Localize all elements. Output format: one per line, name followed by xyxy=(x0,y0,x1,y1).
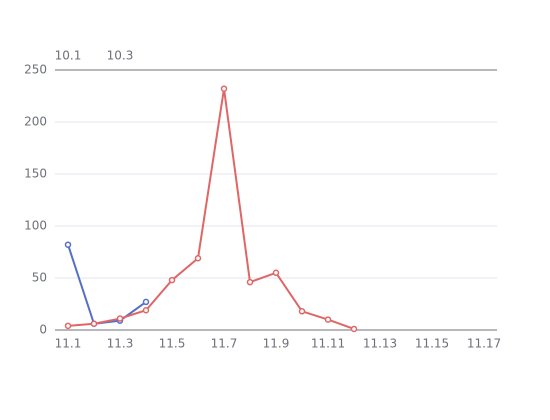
y-tick-label: 0 xyxy=(39,323,47,337)
y-tick-label: 200 xyxy=(24,115,47,129)
data-point xyxy=(324,316,332,323)
y-tick-label: 250 xyxy=(24,63,47,77)
data-point xyxy=(64,322,72,330)
y-tick-label: 50 xyxy=(32,271,47,285)
data-point xyxy=(194,254,202,262)
data-point xyxy=(168,276,176,284)
top-tick-label: 10.1 xyxy=(55,49,82,63)
y-tick-label: 100 xyxy=(24,219,47,233)
y-tick-label: 150 xyxy=(24,167,47,181)
data-point xyxy=(90,320,98,328)
data-point xyxy=(220,85,228,92)
x-tick-label: 11.1 xyxy=(55,337,82,351)
data-point xyxy=(350,325,358,333)
series-line xyxy=(67,88,355,330)
x-tick-label: 11.13 xyxy=(363,337,397,351)
data-point xyxy=(142,298,150,306)
top-tick-label: 10.3 xyxy=(107,49,134,63)
data-point xyxy=(246,278,254,286)
series-line xyxy=(67,244,147,325)
x-tick-label: 11.7 xyxy=(211,337,238,351)
data-point xyxy=(298,308,306,315)
x-tick-label: 11.17 xyxy=(467,337,501,351)
x-tick-label: 11.9 xyxy=(263,337,290,351)
x-tick-label: 11.15 xyxy=(415,337,449,351)
data-point xyxy=(142,306,150,314)
data-point xyxy=(64,241,72,248)
x-tick-label: 11.11 xyxy=(311,337,345,351)
data-point xyxy=(116,315,124,322)
x-tick-label: 11.5 xyxy=(159,337,186,351)
data-point xyxy=(272,269,280,277)
x-tick-label: 11.3 xyxy=(107,337,134,351)
